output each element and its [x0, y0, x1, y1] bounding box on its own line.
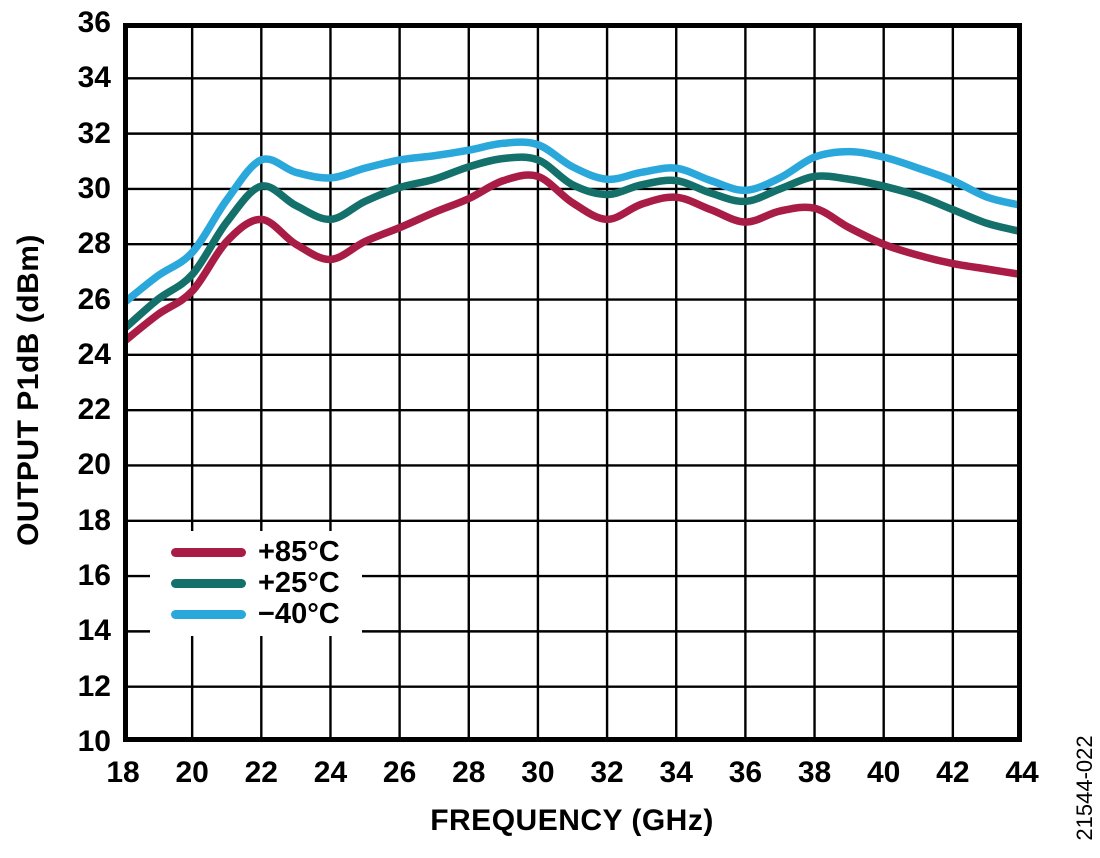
legend-label: +85°C	[258, 536, 340, 568]
x-tick-label: 32	[590, 756, 624, 789]
x-tick-label: 26	[382, 756, 417, 789]
legend-item: +85°C	[171, 537, 362, 568]
plot-area	[123, 23, 1022, 742]
x-tick-label: 44	[1005, 756, 1039, 789]
x-tick-label: 18	[106, 756, 140, 789]
legend-swatch-plus25c-line-icon	[171, 579, 246, 588]
y-tick-label: 10	[77, 725, 111, 758]
series-line-0	[123, 171, 1022, 347]
plot-border	[123, 23, 1022, 742]
x-tick-label: 20	[175, 756, 209, 789]
figure-number: 21544-022	[1072, 735, 1097, 841]
y-tick-label: 32	[77, 116, 111, 150]
x-tick-label: 28	[452, 756, 486, 789]
series-line-2	[123, 138, 1022, 308]
legend-swatch-minus40c-line-icon	[171, 610, 246, 619]
y-tick-label: 18	[77, 503, 111, 537]
legend-swatch-plus85c-line-icon	[171, 548, 246, 557]
y-tick-label: 12	[77, 669, 111, 703]
y-tick-label: 36	[77, 6, 111, 39]
x-tick-label: 34	[659, 756, 693, 789]
y-tick-label: 26	[77, 282, 111, 316]
y-tick-label: 14	[77, 614, 111, 648]
x-tick-label: 22	[244, 756, 278, 789]
y-tick-label: 24	[77, 337, 111, 371]
legend-label: −40°C	[258, 598, 340, 630]
x-tick-label: 42	[936, 756, 970, 789]
y-tick-label: 16	[77, 559, 111, 593]
legend-label: +25°C	[258, 567, 340, 599]
y-axis-title: OUTPUT P1dB (dBm)	[12, 234, 45, 546]
legend-item: +25°C	[171, 568, 362, 599]
series-curves	[123, 138, 1022, 347]
x-axis-title: FREQUENCY (GHz)	[430, 804, 714, 837]
x-tick-label: 24	[313, 756, 348, 789]
y-tick-label: 34	[77, 61, 111, 95]
y-tick-label: 28	[77, 227, 111, 261]
x-tick-label: 30	[521, 756, 555, 789]
y-tick-label: 20	[77, 448, 111, 482]
x-tick-label: 40	[867, 756, 901, 789]
x-tick-label: 38	[797, 756, 832, 789]
y-tick-label: 22	[77, 393, 111, 427]
series-line-1	[123, 153, 1022, 334]
legend: +85°C +25°C −40°C	[150, 531, 362, 636]
x-tick-label: 36	[728, 756, 763, 789]
y-tick-label: 30	[77, 171, 111, 205]
legend-item: −40°C	[171, 599, 362, 630]
